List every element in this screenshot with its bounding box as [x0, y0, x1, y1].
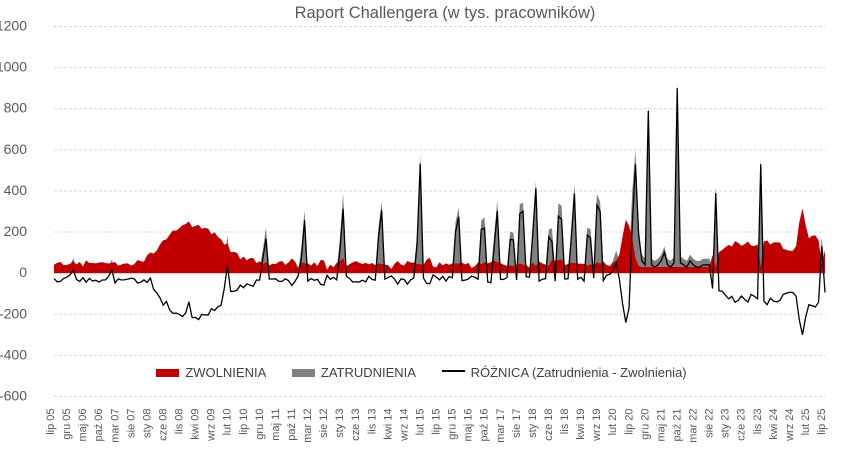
svg-text:lut 15: lut 15	[414, 409, 426, 436]
svg-text:1200: 1200	[0, 18, 27, 34]
svg-text:lut 10: lut 10	[222, 409, 234, 436]
svg-text:gru 10: gru 10	[254, 409, 266, 440]
svg-text:-200: -200	[0, 305, 27, 321]
svg-text:mar 07: mar 07	[109, 409, 121, 443]
svg-text:mar 12: mar 12	[302, 409, 314, 443]
svg-text:paź 06: paź 06	[93, 409, 105, 442]
svg-text:maj 11: maj 11	[270, 409, 282, 441]
svg-text:mar 17: mar 17	[495, 409, 507, 443]
svg-text:sty 08: sty 08	[141, 409, 153, 438]
svg-text:wrz 24: wrz 24	[784, 409, 796, 442]
svg-text:1000: 1000	[0, 59, 27, 75]
svg-text:maj 16: maj 16	[463, 409, 475, 442]
svg-text:sie 22: sie 22	[704, 409, 716, 438]
svg-text:cze 08: cze 08	[157, 409, 169, 441]
svg-text:lis 13: lis 13	[366, 409, 378, 435]
svg-text:sie 07: sie 07	[125, 409, 137, 438]
svg-text:400: 400	[4, 182, 28, 198]
svg-text:lip 20: lip 20	[623, 409, 635, 435]
svg-text:lut 25: lut 25	[800, 409, 812, 436]
svg-text:lis 18: lis 18	[559, 409, 571, 435]
svg-text:sty 23: sty 23	[720, 409, 732, 438]
svg-text:paź 21: paź 21	[671, 409, 683, 442]
svg-text:sie 17: sie 17	[511, 409, 523, 438]
svg-text:-400: -400	[0, 346, 27, 362]
svg-text:0: 0	[19, 264, 27, 280]
svg-text:wrz 09: wrz 09	[206, 409, 218, 442]
svg-text:gru 20: gru 20	[639, 409, 651, 440]
svg-text:800: 800	[4, 100, 28, 116]
svg-text:kwi 19: kwi 19	[575, 409, 587, 440]
svg-text:lip 15: lip 15	[431, 409, 443, 435]
svg-text:sty 18: sty 18	[527, 409, 539, 438]
svg-text:maj 06: maj 06	[77, 409, 89, 442]
svg-text:cze 23: cze 23	[736, 409, 748, 441]
svg-text:gru 05: gru 05	[61, 409, 73, 440]
svg-text:lut 20: lut 20	[607, 409, 619, 436]
svg-text:lis 23: lis 23	[752, 409, 764, 435]
svg-text:kwi 24: kwi 24	[768, 409, 780, 440]
svg-text:lis 08: lis 08	[174, 409, 186, 435]
svg-text:mar 22: mar 22	[688, 409, 700, 443]
svg-text:sie 12: sie 12	[318, 409, 330, 438]
svg-text:lip 05: lip 05	[45, 409, 57, 435]
svg-text:wrz 14: wrz 14	[398, 409, 410, 442]
svg-text:cze 18: cze 18	[543, 409, 555, 441]
svg-text:sty 13: sty 13	[334, 409, 346, 438]
svg-text:wrz 19: wrz 19	[591, 409, 603, 442]
svg-text:lip 25: lip 25	[816, 409, 828, 435]
svg-text:paź 11: paź 11	[286, 409, 298, 441]
svg-text:kwi 09: kwi 09	[190, 409, 202, 440]
svg-text:-600: -600	[0, 388, 27, 404]
svg-text:gru 15: gru 15	[447, 409, 459, 440]
svg-text:600: 600	[4, 141, 28, 157]
svg-text:kwi 14: kwi 14	[382, 409, 394, 440]
svg-text:200: 200	[4, 223, 28, 239]
svg-text:maj 21: maj 21	[655, 409, 667, 442]
svg-text:paź 16: paź 16	[479, 409, 491, 442]
svg-text:lip 10: lip 10	[238, 409, 250, 435]
svg-text:cze 13: cze 13	[350, 409, 362, 441]
